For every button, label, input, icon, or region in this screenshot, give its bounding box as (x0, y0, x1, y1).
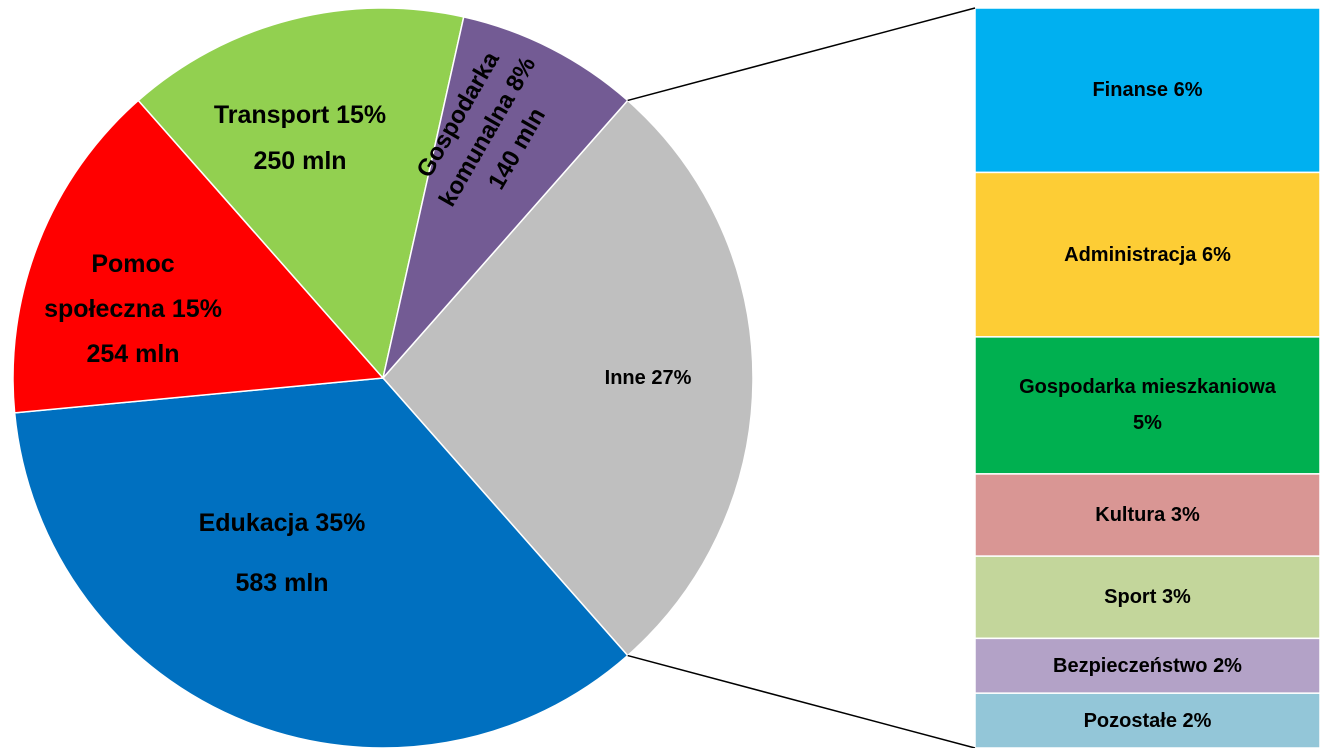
bar-value-label: 3% (1161, 586, 1191, 609)
slice-value-label: 15% (171, 294, 222, 323)
slice-value-label: 35% (315, 509, 366, 537)
bar-value-label: 2% (1182, 709, 1212, 732)
pie-slice (382, 99, 754, 657)
bar-label: Administracja 6% (1015, 172, 1280, 336)
bar-category: Administracja (1064, 243, 1197, 266)
slice-label: Transport 15% 250 mln (170, 92, 430, 184)
slice-label: Edukacja 35% 583 mln (122, 493, 442, 613)
bar-category: Sport (1104, 586, 1157, 609)
bar-segment (974, 637, 1321, 694)
bar-segment (974, 336, 1321, 475)
bar-label: Gospodarka mieszkaniowa 5% (1015, 337, 1280, 474)
bar-segment (974, 555, 1321, 640)
pie-slice (382, 16, 629, 379)
slice-amount-label: 254 mln (86, 339, 180, 368)
bar-category: Kultura (1095, 504, 1166, 527)
slice-label: Inne 27% (548, 363, 748, 393)
bar-category: Finanse (1092, 79, 1169, 102)
slice-category: Inne (604, 367, 646, 389)
bar-label: Kultura 3% (1015, 474, 1280, 556)
slice-amount-label: 583 mln (235, 569, 329, 597)
bar-category: Bezpieczeństwo (1053, 654, 1208, 677)
bar-value-label: 6% (1201, 243, 1231, 266)
bar-label: Finanse 6% (1015, 8, 1280, 172)
slice-label: Pomoc społeczna 15% 254 mln (35, 242, 231, 377)
bar-label: Pozostałe 2% (1015, 693, 1280, 748)
connector-line (627, 7, 976, 102)
pie-slice (137, 7, 465, 380)
bar-segment (974, 171, 1321, 338)
slice-category: Pomoc społeczna (44, 249, 175, 323)
pie-slice (12, 99, 385, 414)
slice-value-label: 15% (336, 101, 387, 129)
bar-segment (974, 692, 1321, 748)
bar-segment (974, 7, 1321, 174)
bar-label: Sport 3% (1015, 556, 1280, 638)
bar-value-label: 2% (1213, 654, 1242, 677)
slice-amount-label: 250 mln (253, 147, 347, 175)
bar-label: Bezpieczeństwo 2% (1015, 638, 1280, 693)
pie-slice (13, 377, 629, 748)
slice-category: Transport (213, 101, 330, 129)
slice-value-label: 27% (651, 367, 692, 389)
slice-category: Edukacja (198, 509, 309, 537)
bar-value-label: 5% (1133, 412, 1162, 435)
connector-line (627, 654, 976, 748)
bar-category: Pozostałe (1083, 709, 1177, 732)
bar-segment (974, 473, 1321, 557)
bar-value-label: 3% (1170, 504, 1200, 527)
bar-value-label: 6% (1173, 79, 1203, 102)
bar-category: Gospodarka mieszkaniowa (1019, 376, 1276, 399)
